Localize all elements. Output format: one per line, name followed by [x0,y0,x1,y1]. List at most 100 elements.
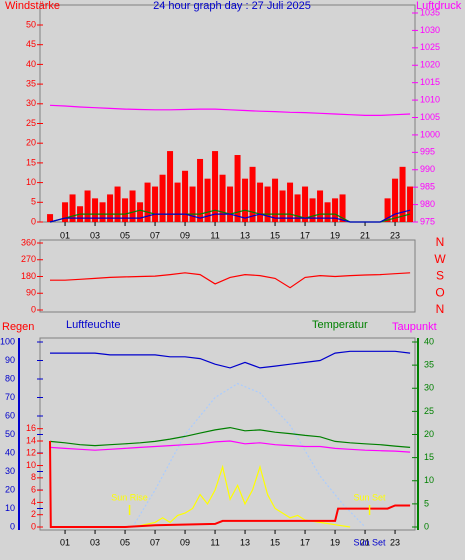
x-tick-label: 21 [360,230,370,240]
y-tick-label: 4 [31,497,36,507]
x-tick-label: 07 [150,537,160,547]
x-tick-label: 17 [300,230,310,240]
compass-label: N [436,235,445,249]
y-tick-label: 0 [31,304,36,314]
y-tick-label: 2 [31,509,36,519]
bar [309,198,316,222]
y-tick-label: 0 [31,521,36,531]
axis-label: Regen [2,321,34,333]
y-tick-label: 1005 [420,112,440,122]
y-tick-label: 15 [424,452,434,462]
annotation: Sun Set [354,537,387,547]
y-tick-label: 0 [10,521,15,531]
bar [212,151,219,222]
axis-label: Windstärke [5,0,60,12]
y-tick-label: 990 [420,164,435,174]
y-tick-label: 360 [21,237,36,247]
x-tick-label: 09 [180,230,190,240]
y-tick-label: 0 [31,216,36,226]
chart-title: 24 hour graph day : 27 Juli 2025 [153,0,311,12]
y-tick-label: 5 [424,498,429,508]
compass-label: W [434,252,446,266]
y-tick-label: 90 [26,288,36,298]
y-tick-label: 50 [26,19,36,29]
x-tick-label: 01 [60,230,70,240]
x-tick-label: 11 [210,537,219,547]
y-tick-label: 980 [420,199,435,209]
plot-frame [39,239,416,313]
x-tick-label: 09 [180,537,190,547]
y-tick-label: 180 [21,271,36,281]
y-tick-label: 10 [5,503,15,513]
y-tick-label: 40 [26,59,36,69]
bar [317,190,324,222]
x-tick-label: 05 [120,230,130,240]
plot-frame [39,4,416,223]
bar [47,214,54,222]
compass-label: O [435,285,444,299]
bar [407,186,414,222]
bar [62,202,69,222]
y-tick-label: 270 [21,254,36,264]
series-line [49,440,411,453]
axis-label: Luftfeuchte [66,319,120,331]
y-tick-label: 995 [420,147,435,157]
series-line [49,209,411,223]
y-tick-label: 25 [26,118,36,128]
x-tick-label: 15 [270,230,280,240]
bar [384,198,391,222]
y-tick-label: 10 [26,177,36,187]
compass-label: S [436,269,444,283]
bar [272,178,279,222]
x-tick-label: 05 [120,537,130,547]
y-tick-label: 975 [420,216,435,226]
bar [167,151,174,222]
y-tick-label: 20 [5,484,15,494]
bar [114,186,121,222]
x-tick-label: 19 [330,537,340,547]
bar [84,190,91,222]
y-tick-label: 1035 [420,7,440,17]
bar [332,198,339,222]
bar [399,166,406,222]
bar [204,178,211,222]
y-tick-label: 25 [424,406,434,416]
y-tick-label: 985 [420,182,435,192]
y-tick-label: 16 [26,423,36,433]
bar [144,182,151,222]
y-tick-label: 50 [5,429,15,439]
bar [137,202,144,222]
series-line [132,382,366,528]
bar [189,186,196,222]
bar [257,182,264,222]
x-tick-label: 07 [150,230,160,240]
y-tick-label: 1030 [420,25,440,35]
bar [227,186,234,222]
series-line [49,426,411,448]
x-tick-label: 11 [210,230,219,240]
x-tick-label: 15 [270,537,280,547]
y-tick-label: 15 [26,157,36,167]
compass-label: N [436,302,445,316]
bar [302,186,309,222]
series-line [50,350,411,369]
y-tick-label: 1025 [420,42,440,52]
x-tick-label: 23 [390,230,400,240]
bar [264,186,271,222]
y-tick-label: 35 [424,360,434,370]
y-tick-label: 40 [5,447,15,457]
y-tick-label: 30 [26,98,36,108]
bar [99,202,106,222]
y-tick-label: 12 [26,448,36,458]
bar [294,194,301,222]
y-tick-label: 5 [31,197,36,207]
y-tick-label: 30 [424,383,434,393]
x-tick-label: 21 [360,537,370,547]
y-tick-label: 35 [26,78,36,88]
bar [92,198,99,222]
y-tick-label: 1010 [420,94,440,104]
y-tick-label: 40 [424,336,434,346]
bar [339,194,346,222]
y-tick-label: 90 [5,355,15,365]
